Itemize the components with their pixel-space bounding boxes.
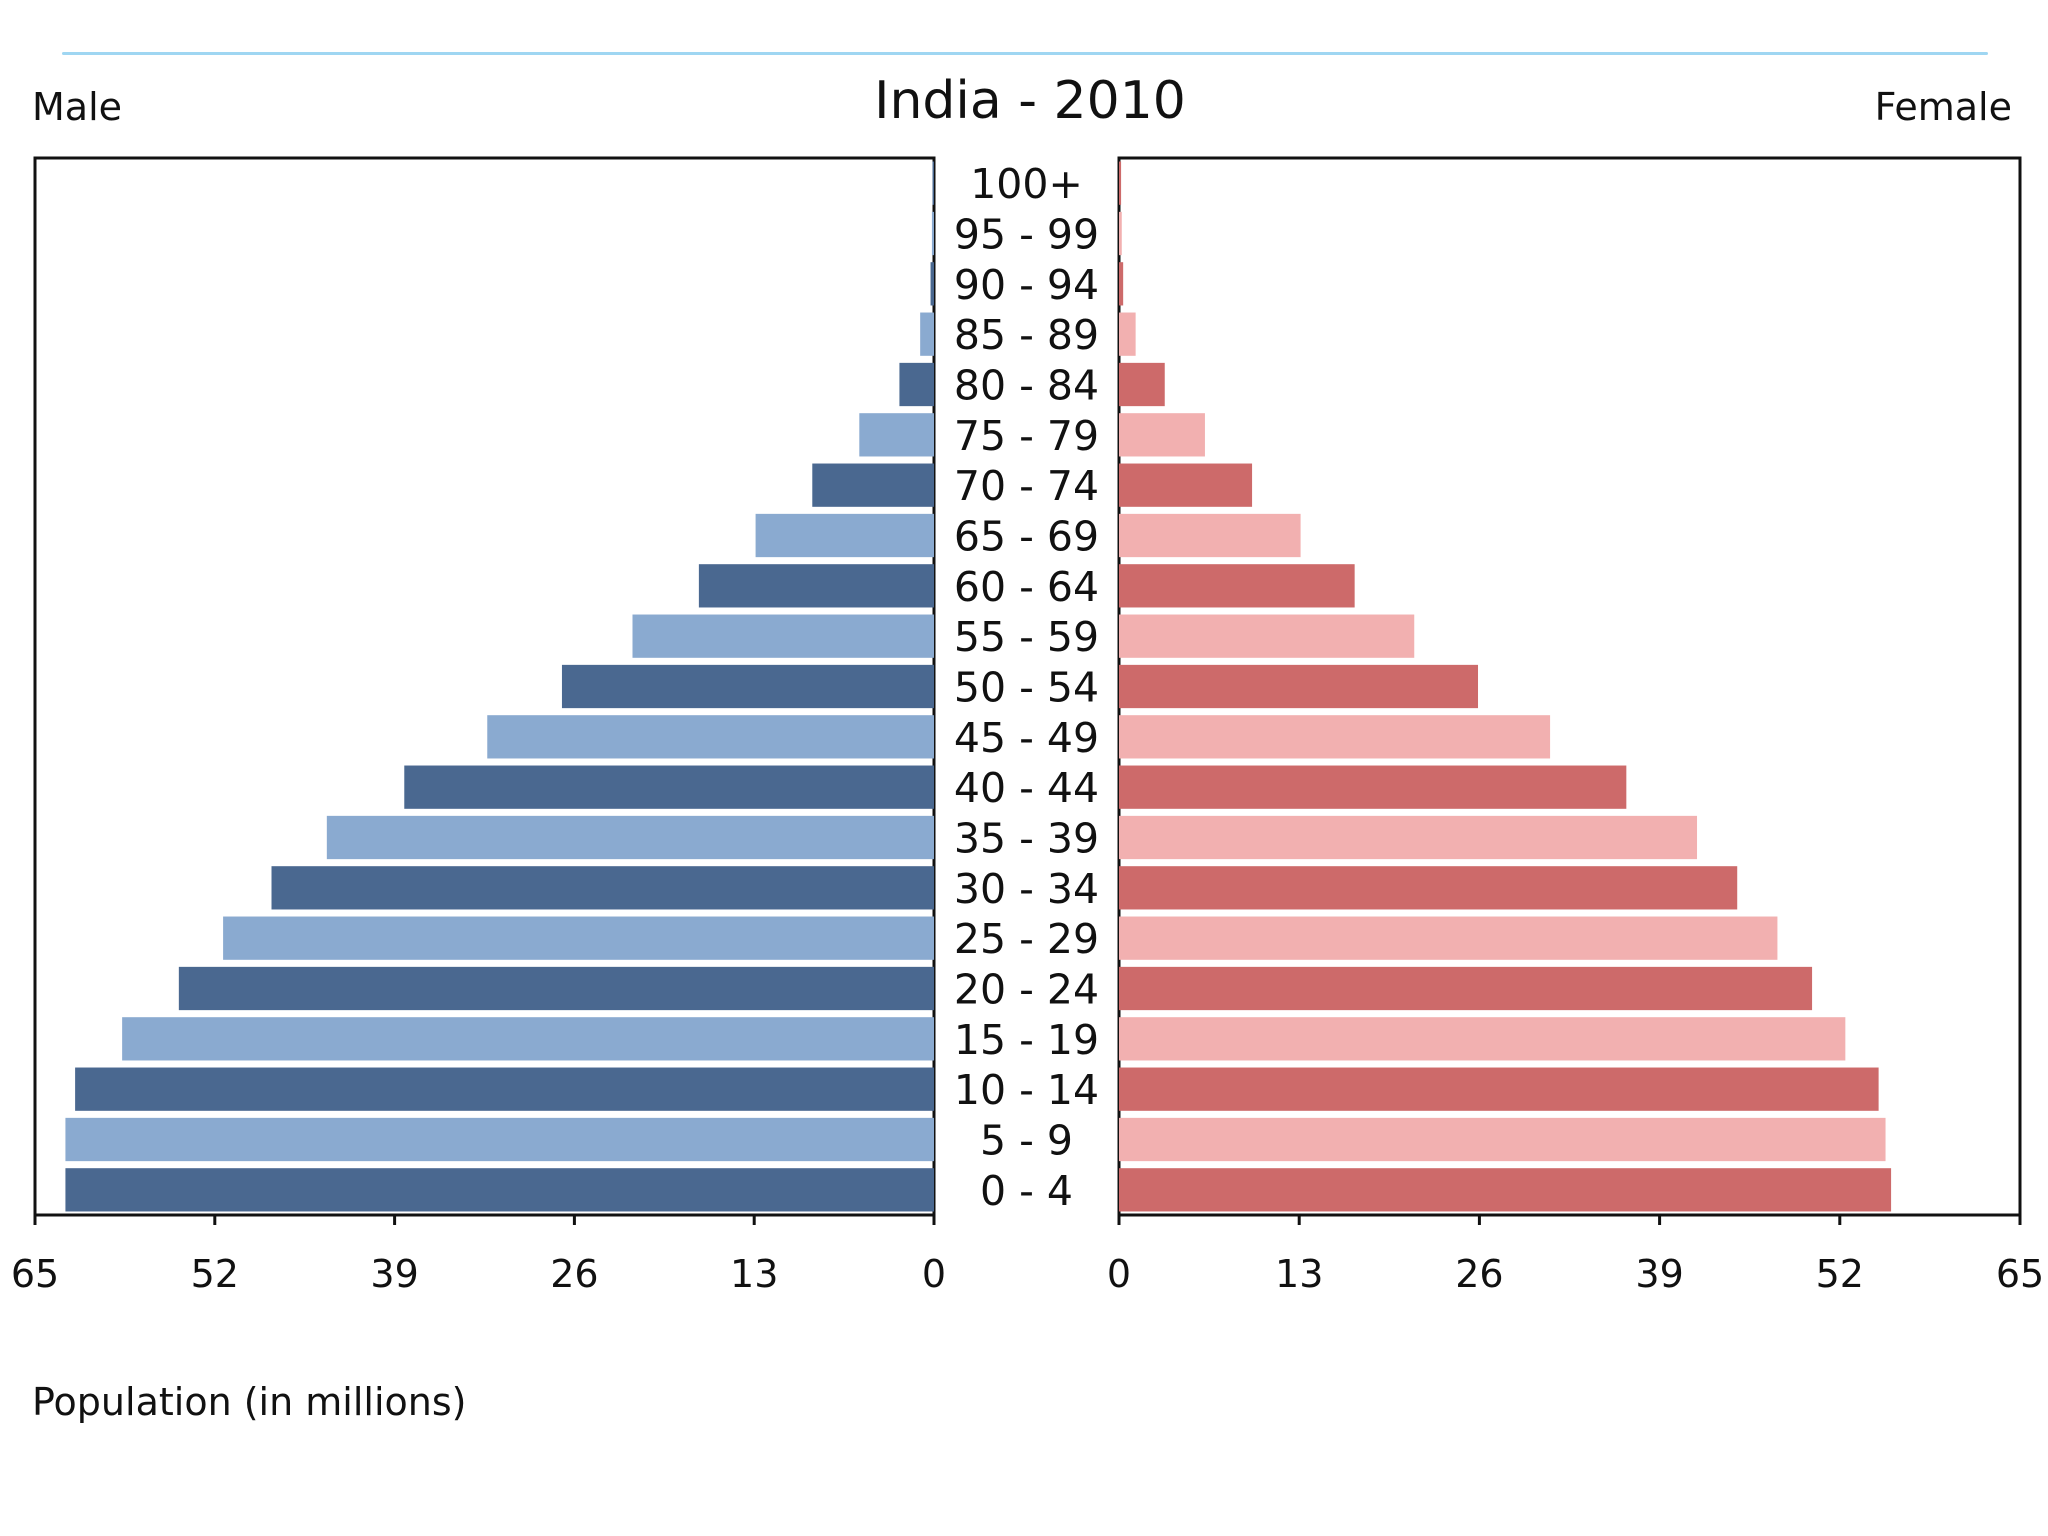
male-bar <box>920 312 934 356</box>
female-bar <box>1119 815 1698 860</box>
male-bar <box>932 161 934 205</box>
male-label: Male <box>32 85 122 129</box>
female-bar <box>1119 614 1415 658</box>
chart-title: India - 2010 <box>874 71 1186 131</box>
female-bar <box>1119 211 1122 256</box>
female-axis-tick-label: 26 <box>1455 1252 1503 1296</box>
male-bar <box>65 1168 935 1212</box>
female-bars <box>1119 161 1892 1212</box>
male-bar <box>75 1067 934 1111</box>
male-axis-tick-label: 52 <box>191 1252 239 1296</box>
age-group-label: 65 - 69 <box>954 513 1099 561</box>
male-bar <box>755 513 934 558</box>
male-bar <box>178 966 935 1011</box>
female-bar <box>1119 362 1165 407</box>
male-bars <box>65 161 935 1212</box>
female-bar <box>1119 513 1301 558</box>
age-group-label: 90 - 94 <box>954 261 1099 309</box>
male-axis-tick-label: 0 <box>922 1252 946 1296</box>
female-bar <box>1119 866 1738 910</box>
male-bar <box>122 1017 934 1061</box>
age-group-label: 30 - 34 <box>954 865 1099 913</box>
age-group-label: 55 - 59 <box>954 613 1099 661</box>
female-label: Female <box>1875 85 2012 129</box>
male-bar <box>698 564 934 608</box>
age-group-label: 35 - 39 <box>954 815 1099 863</box>
age-group-label: 70 - 74 <box>954 462 1099 510</box>
age-group-label: 20 - 24 <box>954 966 1099 1014</box>
female-bar <box>1119 1168 1892 1212</box>
female-bar <box>1119 463 1253 507</box>
age-group-label: 40 - 44 <box>954 764 1099 812</box>
age-group-label: 95 - 99 <box>954 211 1099 259</box>
female-bar <box>1119 262 1124 306</box>
age-group-label: 60 - 64 <box>954 563 1099 611</box>
male-bar <box>223 916 935 960</box>
female-bar <box>1119 161 1122 205</box>
female-bar <box>1119 413 1205 457</box>
female-bar <box>1119 1117 1886 1162</box>
female-axis-tick-label: 52 <box>1816 1252 1864 1296</box>
female-bar <box>1119 765 1627 809</box>
female-bar <box>1119 916 1778 960</box>
age-group-label: 0 - 4 <box>980 1167 1073 1215</box>
male-bar <box>487 715 934 759</box>
top-rule <box>62 52 1988 55</box>
female-axis-tick-label: 0 <box>1107 1252 1131 1296</box>
male-bar <box>404 765 935 809</box>
female-bar <box>1119 564 1355 608</box>
male-bar <box>859 413 934 457</box>
female-bar <box>1119 1017 1846 1061</box>
age-group-label: 50 - 54 <box>954 664 1099 712</box>
female-axis-tick-label: 65 <box>1996 1252 2044 1296</box>
age-group-label: 80 - 84 <box>954 362 1099 410</box>
male-axis-tick-label: 13 <box>730 1252 778 1296</box>
female-bar <box>1119 1067 1879 1111</box>
male-bar <box>271 866 934 910</box>
age-group-label: 45 - 49 <box>954 714 1099 762</box>
male-bar <box>561 664 934 709</box>
x-axis-label: Population (in millions) <box>32 1380 466 1424</box>
age-group-label: 100+ <box>970 160 1083 208</box>
male-bar <box>326 815 934 860</box>
x-axis-ticks: 0 0 13 13 26 26 39 39 52 52 65 65 <box>11 1215 2044 1296</box>
male-bar <box>632 614 934 658</box>
male-bar <box>930 262 934 306</box>
age-group-label: 25 - 29 <box>954 915 1099 963</box>
female-axis-tick-label: 13 <box>1275 1252 1323 1296</box>
female-bar <box>1119 715 1551 759</box>
male-bar <box>812 463 934 507</box>
female-bar <box>1119 966 1813 1011</box>
male-bar <box>899 362 934 407</box>
male-axis-tick-label: 26 <box>550 1252 598 1296</box>
male-axis-tick-label: 65 <box>11 1252 59 1296</box>
age-group-label: 85 - 89 <box>954 311 1099 359</box>
age-group-label: 75 - 79 <box>954 412 1099 460</box>
age-group-label: 5 - 9 <box>980 1117 1073 1165</box>
male-axis-tick-label: 39 <box>370 1252 418 1296</box>
age-group-label: 10 - 14 <box>954 1066 1099 1114</box>
male-bar <box>65 1117 935 1162</box>
female-axis-tick-label: 39 <box>1635 1252 1683 1296</box>
age-group-label: 15 - 19 <box>954 1016 1099 1064</box>
female-bar <box>1119 312 1136 356</box>
male-bar <box>931 211 934 256</box>
female-bar <box>1119 664 1479 709</box>
